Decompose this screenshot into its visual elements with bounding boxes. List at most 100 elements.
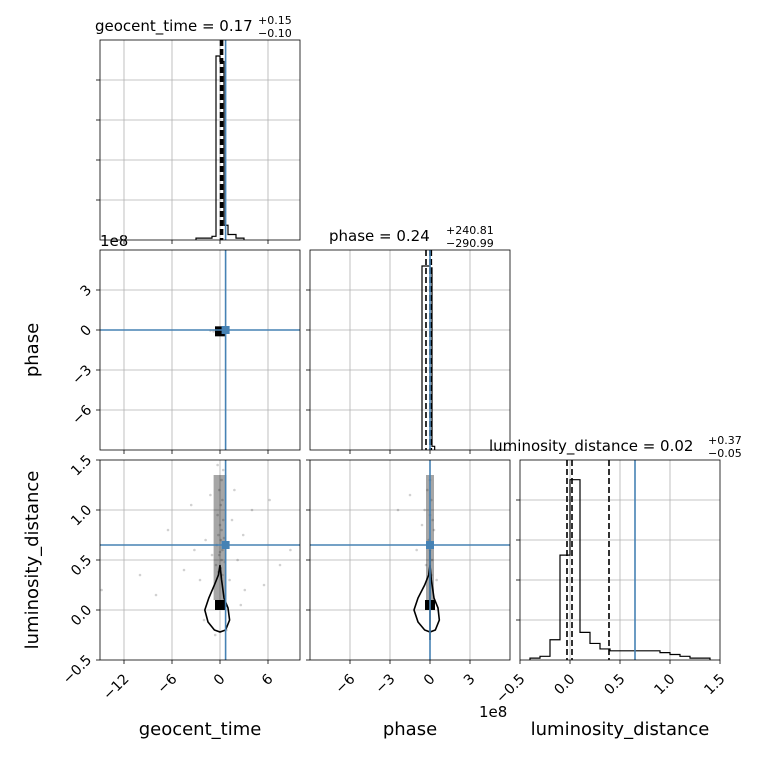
scatter-point (221, 498, 224, 502)
title-luminosity-distance: luminosity_distance = 0.02 (489, 437, 693, 456)
scatter-point (396, 508, 400, 512)
x-tick-label: −0.5 (493, 671, 528, 706)
scatter-point (213, 633, 217, 637)
scatter-point (430, 558, 434, 562)
scatter-point (262, 583, 266, 587)
panel-frame (99, 39, 301, 241)
y-tick-label: −6 (69, 402, 95, 428)
scatter-point (426, 488, 429, 492)
x-tick-label: 1.5 (701, 671, 728, 698)
density-core (215, 600, 225, 610)
grid (100, 40, 300, 240)
title-geocent-time-plus: +0.15 (258, 14, 292, 27)
scatter-point (198, 578, 202, 582)
scatter-point (138, 573, 142, 577)
panel-phase-geocent-time: −6 −3 0 3 (69, 249, 301, 454)
grid (100, 460, 300, 660)
y-tick-label: 3 (78, 282, 96, 300)
x-tick-label: 0.0 (551, 671, 578, 698)
scatter-point (431, 518, 434, 522)
scatter-point (154, 593, 158, 597)
y-tick-label: 0.0 (68, 602, 95, 629)
scatter-point (209, 493, 212, 497)
scatter-point (250, 508, 254, 512)
panel-geocent-time-geocent-time (96, 39, 301, 244)
scatter-point (189, 503, 193, 507)
y-tick-label: 0 (78, 322, 96, 340)
scatter-point (424, 563, 428, 567)
scatter-point (216, 463, 219, 467)
scatter-point (241, 533, 245, 537)
scatter-point (432, 528, 436, 532)
scatter-point (219, 538, 223, 542)
scatter-point (420, 523, 424, 527)
x-tick-label: 1.0 (651, 671, 678, 698)
x-tick-label: −6 (155, 671, 181, 697)
y-tick-label: 1.0 (68, 502, 95, 529)
scatter-point (204, 538, 207, 542)
x-tick-label: −3 (373, 671, 399, 697)
ylabel-phase: phase (22, 323, 43, 377)
xlabel-luminosity-distance: luminosity_distance (531, 719, 710, 740)
scatter-point (217, 533, 220, 537)
x-tick-label: −12 (100, 671, 132, 703)
title-geocent-time-minus: −0.10 (258, 27, 292, 40)
x-tick-label: −6 (333, 671, 359, 697)
scatter-point (239, 603, 243, 607)
scatter-point (289, 548, 292, 552)
scatter-point (233, 488, 236, 492)
grid (310, 460, 510, 660)
scatter-point (415, 548, 418, 552)
offset-label-bottom: 1e8 (479, 703, 507, 721)
y-tick-label: 0.5 (68, 552, 95, 579)
scatter-point (435, 578, 438, 582)
scatter-point (230, 518, 234, 522)
x-tick-label: 6 (259, 671, 277, 689)
grid (310, 250, 510, 450)
x-tick-label: 0 (421, 671, 439, 689)
histogram-luminosity-distance (529, 479, 711, 660)
truth-marker (221, 541, 230, 549)
scatter-point (166, 528, 170, 532)
panel-luminosity-distance-geocent-time: −12 −6 0 6 −0.5 0.0 0.5 1.0 1.5 (60, 452, 301, 703)
scatter-point (268, 498, 271, 502)
title-phase-minus: −290.99 (446, 237, 494, 250)
scatter-point (228, 578, 231, 582)
x-tick-label: 0.5 (601, 671, 628, 698)
scatter-point (217, 488, 221, 492)
scatter-point (221, 548, 224, 552)
title-luminosity-distance-minus: −0.05 (708, 447, 742, 460)
scatter-point (222, 536, 226, 540)
title-phase: phase = 0.24 (329, 227, 430, 245)
scatter-point (218, 523, 222, 527)
truth-marker (426, 541, 434, 549)
title-luminosity-distance-plus: +0.37 (708, 434, 742, 447)
scatter-point (220, 558, 223, 562)
panel-phase-phase (306, 249, 511, 454)
x-tick-label: 3 (461, 671, 479, 689)
panel-frame (309, 249, 511, 451)
grid (100, 250, 300, 450)
scatter-point (408, 493, 412, 497)
xlabel-phase: phase (383, 719, 437, 740)
density-ridge (213, 475, 227, 600)
scatter-point (100, 588, 103, 592)
y-tick-label: 1.5 (68, 452, 95, 479)
scatter-point (221, 468, 225, 472)
xlabel-geocent-time: geocent_time (139, 719, 262, 740)
panel-luminosity-distance-phase: −6 −3 0 3 (306, 459, 511, 697)
scatter-point (278, 563, 282, 567)
scatter-point (221, 518, 225, 522)
scatter-point (220, 528, 223, 532)
scatter-point (423, 508, 426, 512)
scatter-point (202, 618, 206, 622)
y-tick-label: −0.5 (60, 652, 95, 687)
scatter-point (193, 548, 196, 552)
scatter-point (243, 588, 247, 592)
scatter-point (182, 568, 186, 572)
scatter-point (210, 553, 214, 557)
scatter-point (216, 513, 219, 517)
title-phase-plus: +240.81 (446, 224, 494, 237)
histogram-phase (421, 265, 436, 450)
scatter-point (214, 563, 218, 567)
